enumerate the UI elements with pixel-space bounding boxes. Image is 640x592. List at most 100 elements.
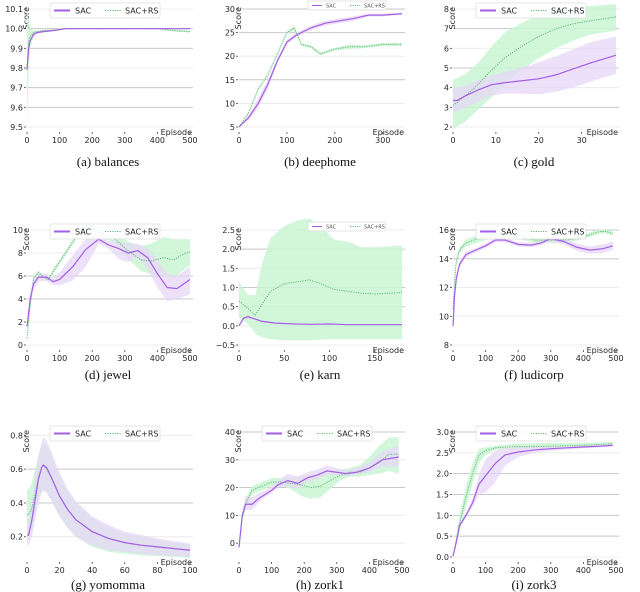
xtick-label: 20 (534, 136, 544, 145)
y-axis-label: Score (448, 430, 457, 452)
legend-sac-label: SAC (75, 7, 92, 16)
sac-rs-confidence-band (453, 4, 616, 129)
ytick-label: 10 (439, 312, 449, 321)
ytick-label: 2.5 (222, 226, 235, 235)
legend: SAC SAC+RS (475, 223, 587, 240)
sac-rs-line (452, 230, 613, 310)
subplot-caption: (h) zork1 (296, 577, 344, 592)
legend-sac-rs-label: SAC+RS (125, 7, 158, 16)
xtick-label: 100 (322, 354, 337, 363)
xtick-label: 100 (478, 354, 493, 363)
xtick-label: 500 (394, 566, 409, 575)
ytick-label: 8 (444, 341, 449, 350)
sac-confidence-band (27, 437, 190, 557)
xtick-label: 100 (264, 566, 279, 575)
xtick-label: 0 (24, 354, 29, 363)
sac-line (238, 315, 402, 327)
subplot-caption: (f) ludicorp (504, 367, 564, 382)
xtick-label: 200 (85, 136, 100, 145)
legend-sac-rs-label: SAC+RS (125, 228, 158, 237)
legend: SAC SAC+RS (307, 0, 387, 11)
xtick-label: 0 (236, 566, 241, 575)
xtick-label: 500 (608, 566, 623, 575)
subplot-caption: (e) karn (300, 367, 341, 382)
y-axis-label: Score (234, 430, 243, 452)
sac-line (452, 444, 613, 557)
ytick-label: 40 (225, 428, 235, 437)
sac-rs-confidence-band (239, 25, 402, 127)
ytick-label: 9.8 (10, 64, 23, 73)
sac-rs-line (238, 279, 403, 316)
ytick-label: 9.6 (10, 103, 23, 112)
xtick-label: 80 (152, 566, 162, 575)
ytick-label: 0 (230, 539, 235, 548)
legend-sac-label: SAC (75, 430, 92, 439)
ytick-label: 2.0 (222, 245, 235, 254)
xtick-label: 500 (182, 136, 197, 145)
sac-line (452, 237, 613, 327)
ytick-label: 0.5 (222, 303, 235, 312)
ytick-label: 2 (444, 123, 449, 132)
xtick-label: 0 (450, 136, 455, 145)
subplot-zork3: 0.0 0.5 1.0 1.5 2.0 2.5 3.0 0 100 200 300 400 500Epi… (436, 425, 624, 592)
sac-confidence-band (27, 28, 190, 70)
legend: SAC SAC+RS (49, 425, 161, 442)
xtick-label: 300 (543, 354, 558, 363)
ytick-label: 2 (18, 318, 23, 327)
sac-rs-confidence-band (239, 437, 399, 548)
subplot-caption: (b) deephome (284, 154, 356, 169)
xtick-label: 200 (297, 566, 312, 575)
x-axis-label: Episode (161, 128, 192, 137)
y-axis-label: Score (448, 7, 457, 29)
xtick-label: 100 (52, 136, 67, 145)
subplot-caption: (a) balances (77, 154, 139, 169)
ytick-label: 1.0 (222, 284, 235, 293)
sac-rs-confidence-band (453, 229, 613, 312)
xtick-label: 0 (24, 566, 29, 575)
ytick-label: 15 (225, 76, 235, 85)
ytick-label: 1.0 (436, 511, 449, 520)
ytick-label: 1.5 (222, 264, 235, 273)
xtick-label: 200 (85, 354, 100, 363)
xtick-label: 100 (182, 566, 197, 575)
xtick-label: 200 (511, 566, 526, 575)
y-axis-label: Score (234, 7, 243, 29)
sac-line (27, 464, 191, 551)
y-axis-label: Score (22, 228, 31, 250)
legend-sac-label: SAC (326, 4, 337, 10)
ytick-label: 6 (444, 44, 449, 53)
sac-line (238, 13, 403, 128)
ytick-label: 1.5 (436, 491, 449, 500)
x-axis-label: Episode (587, 128, 618, 137)
xtick-label: 150 (367, 354, 382, 363)
ytick-label: 0 (18, 341, 23, 350)
xtick-label: 100 (279, 136, 294, 145)
legend-box (307, 0, 387, 11)
sac-rs-line (452, 443, 613, 557)
x-axis-label: Episode (161, 558, 192, 567)
legend-sac-rs-label: SAC+RS (337, 430, 370, 439)
xtick-label: 0 (236, 136, 241, 145)
xtick-label: 10 (491, 136, 501, 145)
xtick-label: 20 (55, 566, 65, 575)
y-axis-label: Score (448, 228, 457, 250)
xtick-label: 0 (236, 354, 241, 363)
sac-confidence-band (453, 36, 616, 112)
ytick-label: 8 (18, 249, 23, 258)
subplot-caption: (c) gold (514, 154, 555, 169)
ytick-label: 8 (444, 5, 449, 14)
xtick-label: 60 (120, 566, 130, 575)
legend-box (307, 221, 387, 232)
subplot-caption: (g) yomomma (71, 577, 145, 592)
ytick-label: 9.7 (10, 84, 23, 93)
legend-sac-rs-label: SAC+RS (125, 430, 158, 439)
sac-rs-line (26, 28, 191, 70)
sac-rs-confidence-band (239, 218, 402, 341)
subplot-balances: 9.5 9.6 9.7 9.8 9.9 10.0 10.1 0 100 200 300 400 500E… (5, 2, 198, 169)
x-axis-label: Episode (373, 128, 404, 137)
xtick-label: 400 (150, 354, 165, 363)
